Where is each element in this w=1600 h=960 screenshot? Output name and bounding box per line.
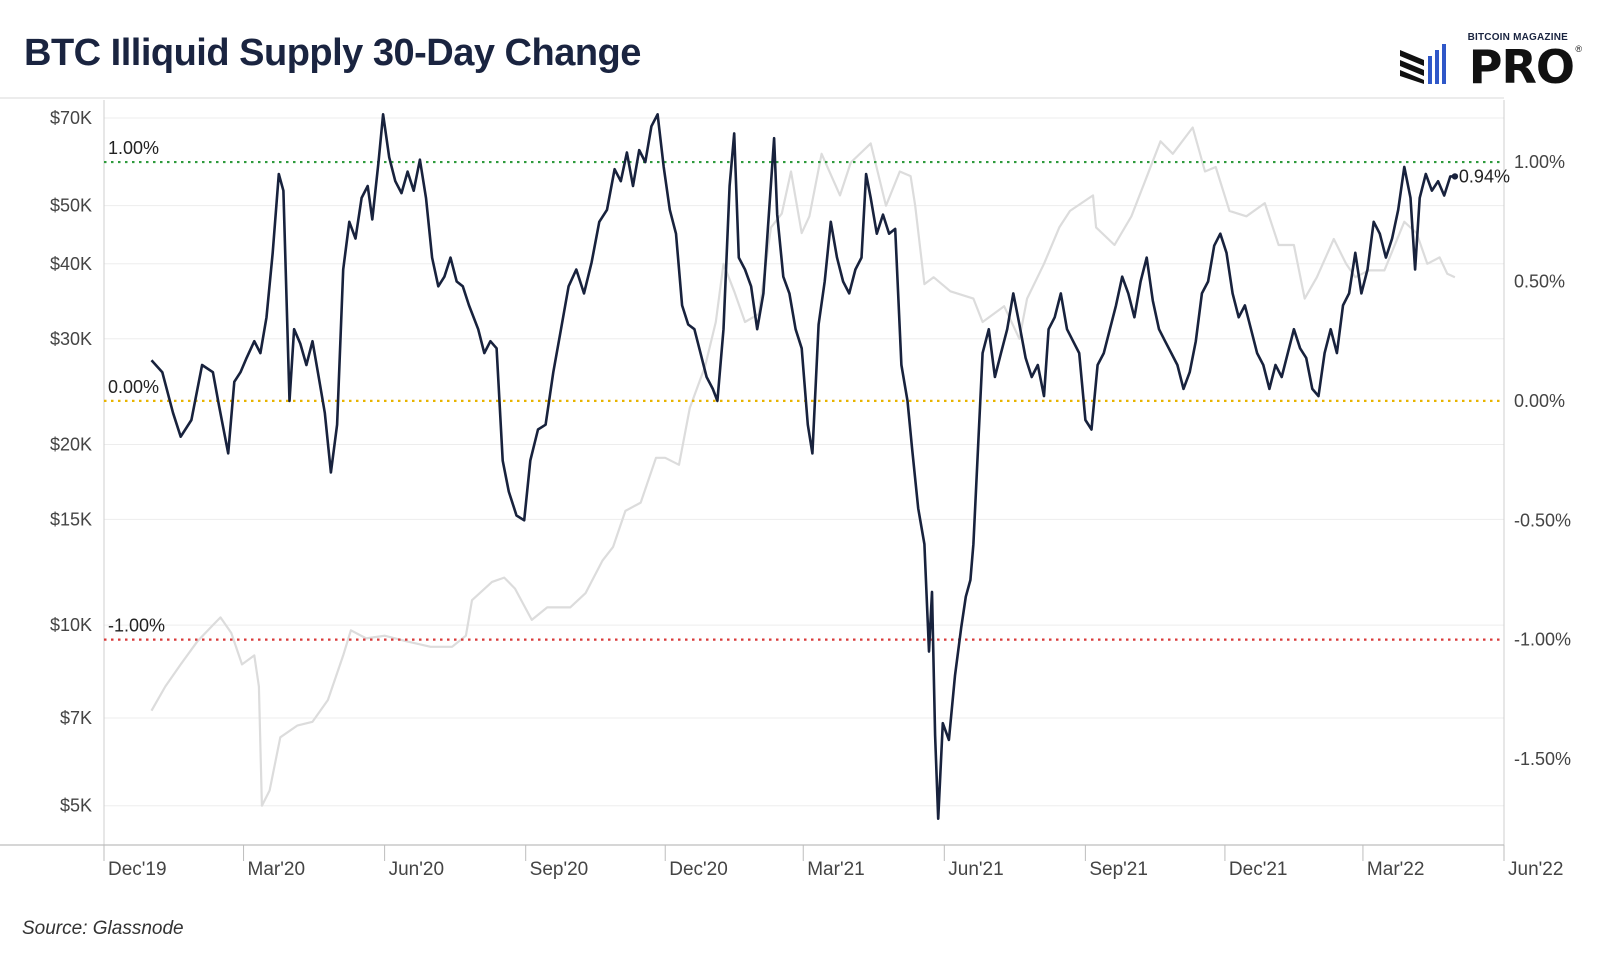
right-tick-label: 1.00% xyxy=(1514,152,1565,172)
logo-wordmark: PRO xyxy=(1468,40,1575,94)
right-tick-label: 0.00% xyxy=(1514,391,1565,411)
left-tick-label: $50K xyxy=(50,196,92,216)
right-tick-label: -0.50% xyxy=(1514,510,1571,530)
x-tick-label: Mar'20 xyxy=(248,859,305,880)
bitcoin-magazine-pro-logo: BITCOIN MAGAZINE PRO ® xyxy=(1384,30,1582,94)
left-tick-label: $10K xyxy=(50,615,92,635)
right-tick-label: -1.00% xyxy=(1514,630,1571,650)
logo-subtitle: BITCOIN MAGAZINE xyxy=(1467,32,1568,43)
reference-line-label: 1.00% xyxy=(108,138,159,158)
last-value-dot xyxy=(1451,173,1459,180)
x-tick-label: Dec'20 xyxy=(669,859,728,880)
right-tick-label: 0.50% xyxy=(1514,271,1565,291)
left-tick-label: $15K xyxy=(50,509,92,529)
left-tick-label: $70K xyxy=(50,108,92,128)
reference-line-label: 0.00% xyxy=(108,377,159,397)
x-tick-label: Sep'21 xyxy=(1089,859,1148,880)
left-tick-label: $20K xyxy=(50,434,92,454)
left-tick-label: $40K xyxy=(50,254,92,274)
x-tick-label: Jun'22 xyxy=(1508,859,1563,880)
x-tick-label: Jun'21 xyxy=(948,859,1003,880)
logo-registered-mark: ® xyxy=(1575,44,1582,54)
chart-title: BTC Illiquid Supply 30-Day Change xyxy=(24,32,641,74)
x-tick-label: Jun'20 xyxy=(389,859,444,880)
left-tick-label: $7K xyxy=(60,708,92,728)
left-tick-label: $30K xyxy=(50,329,92,349)
source-note: Source: Glassnode xyxy=(22,918,184,939)
reference-line-label: -1.00% xyxy=(108,616,165,636)
x-tick-label: Sep'20 xyxy=(530,859,589,880)
logo-stripes-icon xyxy=(1400,44,1446,84)
last-value-label: 0.94% xyxy=(1459,166,1510,186)
btc-price-line xyxy=(150,126,1456,807)
x-tick-label: Mar'22 xyxy=(1367,859,1424,880)
right-tick-label: -1.50% xyxy=(1514,749,1571,769)
illiquid-supply-change-line xyxy=(150,113,1455,820)
x-tick-label: Dec'21 xyxy=(1229,859,1288,880)
left-tick-label: $5K xyxy=(60,796,92,816)
x-tick-label: Dec'19 xyxy=(108,859,167,880)
x-tick-label: Mar'21 xyxy=(807,859,864,880)
